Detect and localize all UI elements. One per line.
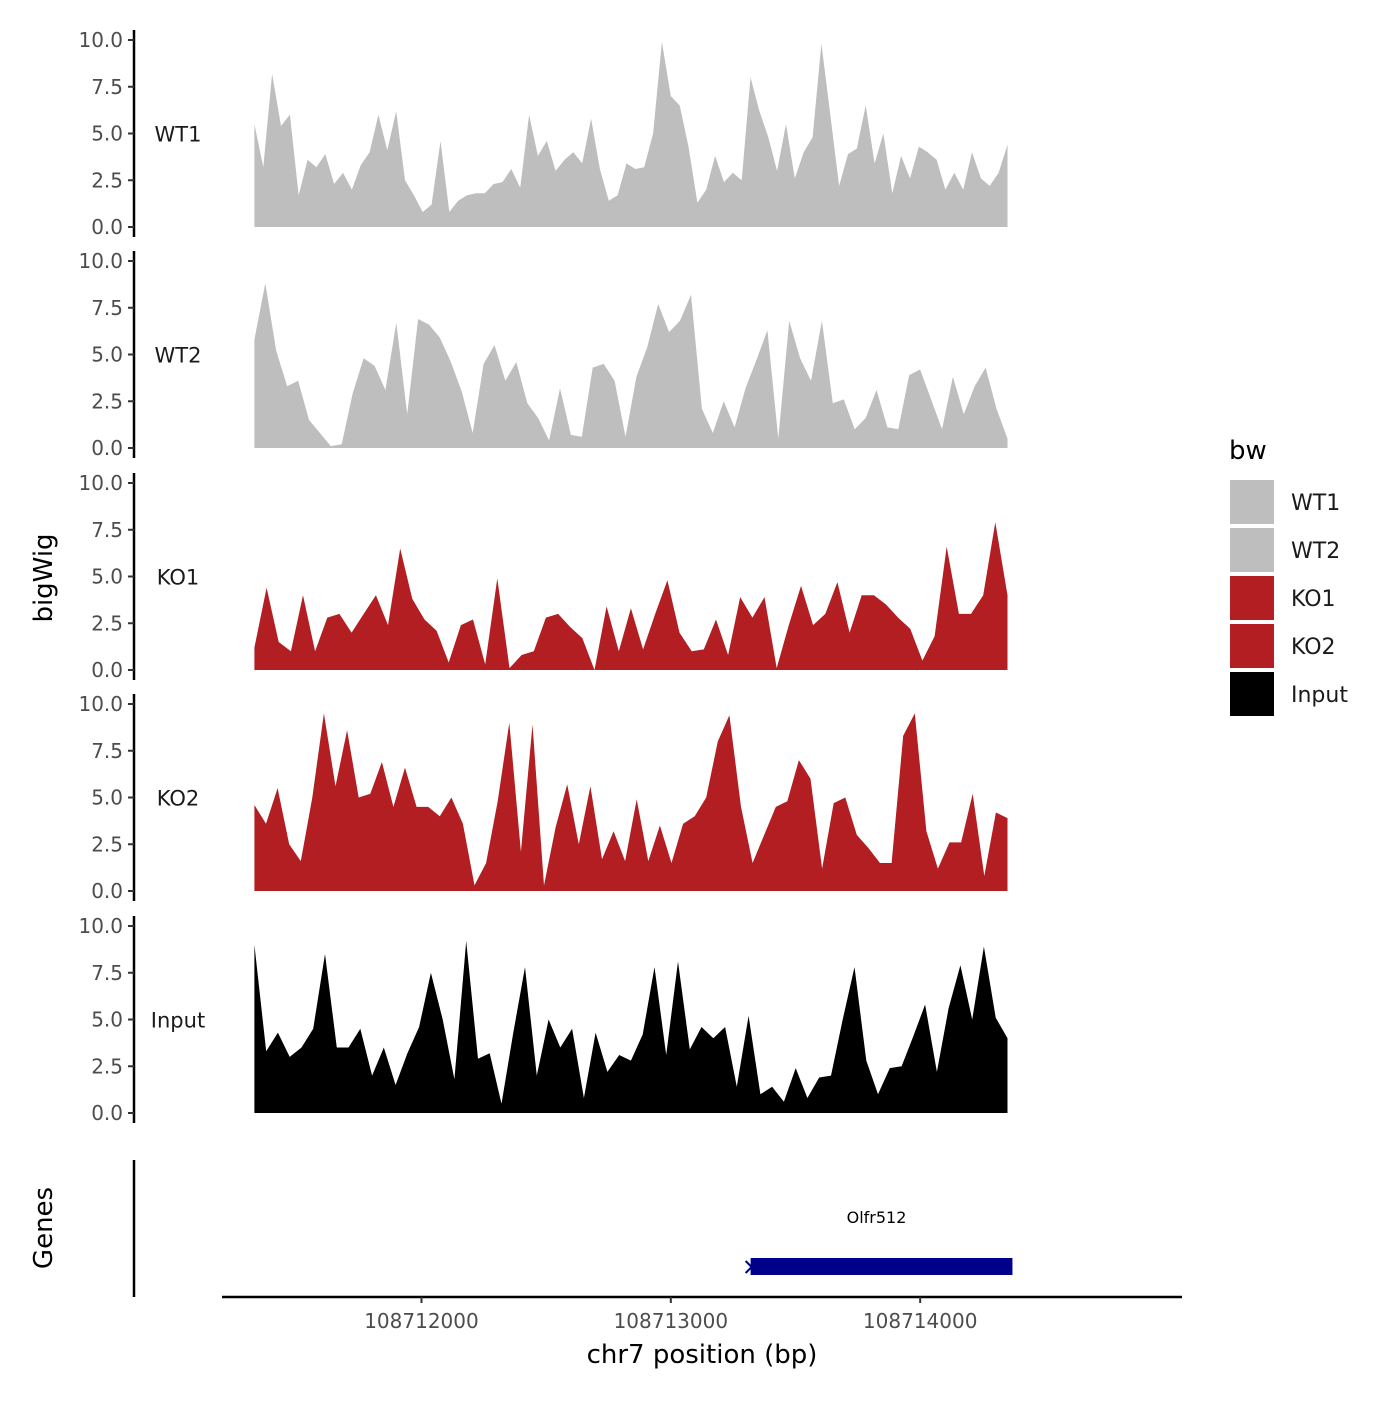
track-label-wt1: WT1 <box>155 123 202 147</box>
y-tick-label: 0.0 <box>91 658 123 682</box>
legend-key <box>1230 672 1274 716</box>
gene-body <box>750 1258 1013 1275</box>
legend-label: KO2 <box>1291 635 1336 660</box>
y-tick-label: 5.0 <box>91 565 123 589</box>
track-label-ko2: KO2 <box>157 787 200 811</box>
y-tick-label: 0.0 <box>91 436 123 460</box>
legend-title: bw <box>1229 436 1267 466</box>
y-tick-label: 10.0 <box>78 249 123 273</box>
y-tick-label: 5.0 <box>91 122 123 146</box>
area-wt1 <box>254 41 1008 228</box>
area-input <box>254 941 1008 1113</box>
gene-strand-marker <box>744 1260 754 1274</box>
y-tick-label: 2.5 <box>91 611 123 635</box>
legend-item-ko2: KO2 <box>1230 624 1336 668</box>
gene-olfr512: Olfr512 <box>744 1208 1013 1275</box>
track-input: 0.0 2.5 5.0 7.5 10.0 Input <box>78 914 1008 1125</box>
track-wt2: 0.0 2.5 5.0 7.5 10.0 WT2 <box>78 249 1008 460</box>
y-tick-label: 10.0 <box>78 914 123 938</box>
gene-panel-title: Genes <box>29 1187 59 1269</box>
y-tick-label: 10.0 <box>78 471 123 495</box>
y-tick-label: 10.0 <box>78 692 123 716</box>
y-tick-label: 7.5 <box>91 739 123 763</box>
y-tick-label: 5.0 <box>91 1008 123 1032</box>
legend-item-input: Input <box>1230 672 1348 716</box>
legend-label: WT1 <box>1291 491 1340 516</box>
gene-panel: Olfr512 <box>132 1160 1013 1297</box>
track-ko1: 0.0 2.5 5.0 7.5 10.0 KO1 <box>78 471 1008 682</box>
track-label-input: Input <box>151 1009 205 1033</box>
y-tick-label: 7.5 <box>91 296 123 320</box>
x-axis-title: chr7 position (bp) <box>587 1340 818 1370</box>
x-tick-label: 108712000 <box>364 1309 479 1333</box>
bigwig-tracks: 0.02.55.07.510.0WT10.02.55.07.510.0WT20.… <box>78 28 1008 1125</box>
area-ko1 <box>254 522 1008 670</box>
y-tick-label: 7.5 <box>91 75 123 99</box>
y-tick-label: 2.5 <box>91 1054 123 1078</box>
y-tick-label: 2.5 <box>91 832 123 856</box>
area-ko2 <box>254 713 1008 891</box>
y-tick-label: 7.5 <box>91 518 123 542</box>
x-axis: 108712000 108713000 108714000 <box>222 1295 1182 1333</box>
y-tick-label: 7.5 <box>91 961 123 985</box>
track-ko2: 0.0 2.5 5.0 7.5 10.0 KO2 <box>78 692 1008 903</box>
legend: bw WT1 WT2 KO1 KO2 Input <box>1229 436 1348 716</box>
legend-key <box>1230 528 1274 572</box>
track-wt1: 0.0 2.5 5.0 7.5 10.0 WT1 <box>78 28 1008 239</box>
legend-label: Input <box>1291 683 1348 708</box>
x-tick-label: 108714000 <box>863 1309 978 1333</box>
y-tick-label: 2.5 <box>91 168 123 192</box>
x-tick-label: 108713000 <box>614 1309 729 1333</box>
y-tick-label: 5.0 <box>91 343 123 367</box>
y-tick-label: 2.5 <box>91 389 123 413</box>
area-wt2 <box>254 283 1008 448</box>
legend-key <box>1230 624 1274 668</box>
legend-label: WT2 <box>1291 539 1340 564</box>
y-tick-label: 0.0 <box>91 879 123 903</box>
legend-item-wt2: WT2 <box>1230 528 1340 572</box>
legend-key <box>1230 576 1274 620</box>
legend-item-ko1: KO1 <box>1230 576 1336 620</box>
y-tick-label: 0.0 <box>91 215 123 239</box>
y-tick-label: 0.0 <box>91 1101 123 1125</box>
y-axis-title: bigWig <box>29 533 59 622</box>
track-label-ko1: KO1 <box>157 566 200 590</box>
gene-label: Olfr512 <box>847 1208 907 1227</box>
legend-label: KO1 <box>1291 587 1336 612</box>
y-tick-label: 10.0 <box>78 28 123 52</box>
legend-item-wt1: WT1 <box>1230 480 1340 524</box>
legend-key <box>1230 480 1274 524</box>
track-label-wt2: WT2 <box>155 344 202 368</box>
y-tick-label: 5.0 <box>91 786 123 810</box>
